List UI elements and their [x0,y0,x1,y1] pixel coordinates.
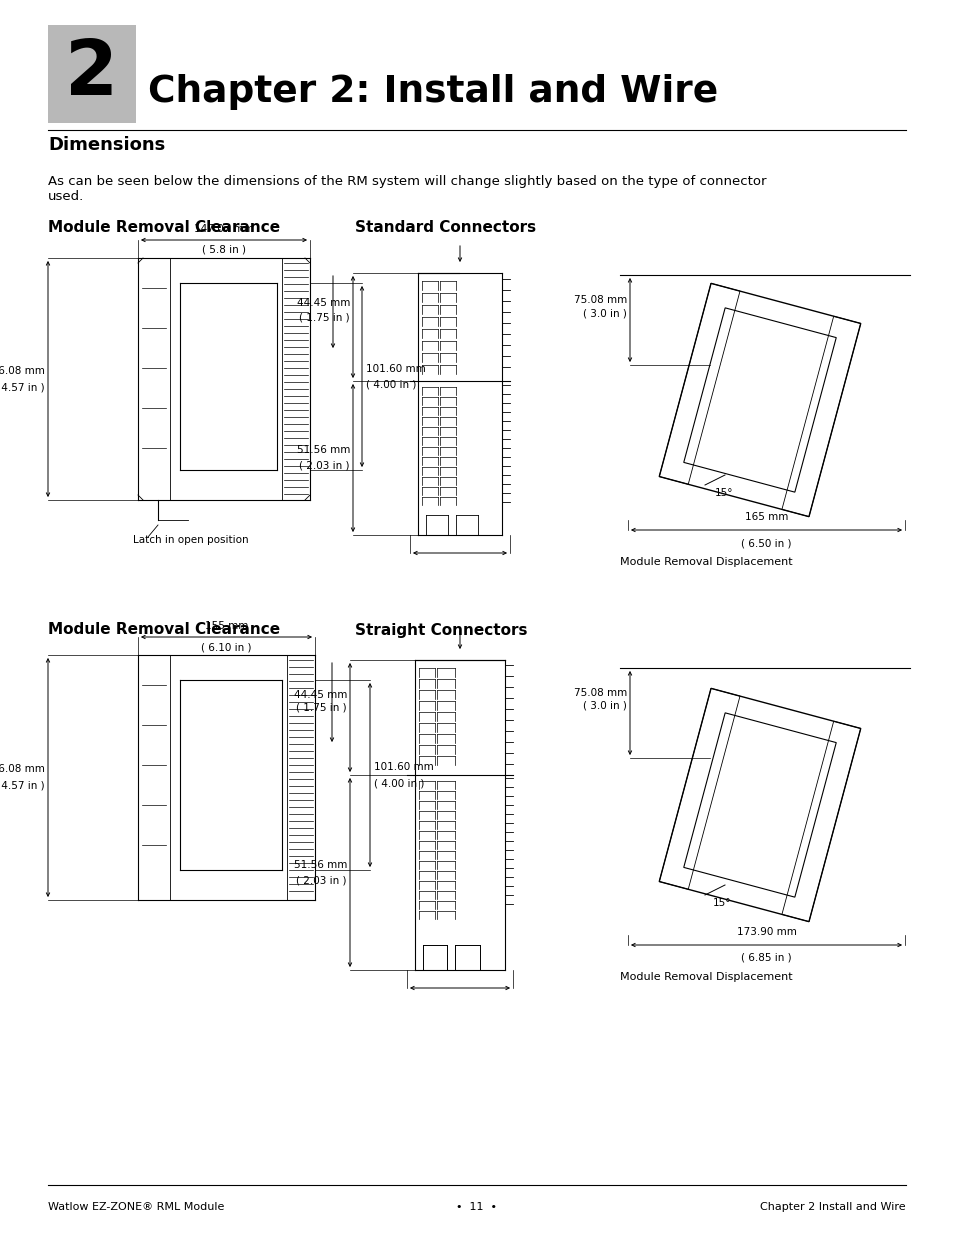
Text: 51.56 mm: 51.56 mm [294,860,347,869]
Bar [48,25,136,124]
Text: ( 6.85 in ): ( 6.85 in ) [740,953,791,963]
Text: 44.45 mm: 44.45 mm [294,690,347,700]
Text: 15°: 15° [714,488,733,498]
Text: 147.07 mm: 147.07 mm [193,224,253,233]
Text: ( 1.75 in ): ( 1.75 in ) [296,703,347,713]
Text: Dimensions: Dimensions [48,136,165,154]
Text: ( 1.75 in ): ( 1.75 in ) [299,312,350,322]
Text: Module Removal Clearance: Module Removal Clearance [48,622,280,637]
Text: ( 4.57 in ): ( 4.57 in ) [0,781,45,790]
Text: •  11  •: • 11 • [456,1202,497,1212]
Text: Latch in open position: Latch in open position [132,535,249,545]
Text: ( 6.10 in ): ( 6.10 in ) [201,642,252,652]
Text: Standard Connectors: Standard Connectors [355,221,536,236]
Text: ( 4.00 in ): ( 4.00 in ) [374,778,424,788]
Text: ( 4.00 in ): ( 4.00 in ) [366,379,416,389]
Text: ( 4.57 in ): ( 4.57 in ) [0,382,45,391]
Text: Straight Connectors: Straight Connectors [355,622,527,637]
Text: Chapter 2: Install and Wire: Chapter 2: Install and Wire [148,74,718,110]
Text: ( 6.50 in ): ( 6.50 in ) [740,538,791,548]
Text: Module Removal Displacement: Module Removal Displacement [619,972,792,982]
Text: 75.08 mm: 75.08 mm [573,688,626,698]
Text: 75.08 mm: 75.08 mm [573,295,626,305]
Text: Module Removal Displacement: Module Removal Displacement [619,557,792,567]
Text: Chapter 2 Install and Wire: Chapter 2 Install and Wire [760,1202,905,1212]
Text: 165 mm: 165 mm [744,513,787,522]
Text: ( 2.03 in ): ( 2.03 in ) [299,461,350,471]
Text: As can be seen below the dimensions of the RM system will change slightly based : As can be seen below the dimensions of t… [48,175,765,203]
Text: 44.45 mm: 44.45 mm [296,298,350,308]
Text: 116.08 mm: 116.08 mm [0,366,45,375]
Text: 51.56 mm: 51.56 mm [296,445,350,454]
Text: ( 5.8 in ): ( 5.8 in ) [202,245,246,254]
Text: 173.90 mm: 173.90 mm [736,927,796,937]
Text: 116.08 mm: 116.08 mm [0,764,45,774]
Text: 2: 2 [66,37,118,111]
Text: ( 2.03 in ): ( 2.03 in ) [296,876,347,885]
Text: ( 3.0 in ): ( 3.0 in ) [582,308,626,317]
Text: Watlow EZ-ZONE® RML Module: Watlow EZ-ZONE® RML Module [48,1202,224,1212]
Text: Module Removal Clearance: Module Removal Clearance [48,221,280,236]
Text: 15°: 15° [712,898,731,908]
Text: 101.60 mm: 101.60 mm [374,762,434,772]
Text: 155 mm: 155 mm [205,621,248,631]
Text: 101.60 mm: 101.60 mm [366,363,425,373]
Text: ( 3.0 in ): ( 3.0 in ) [582,701,626,711]
